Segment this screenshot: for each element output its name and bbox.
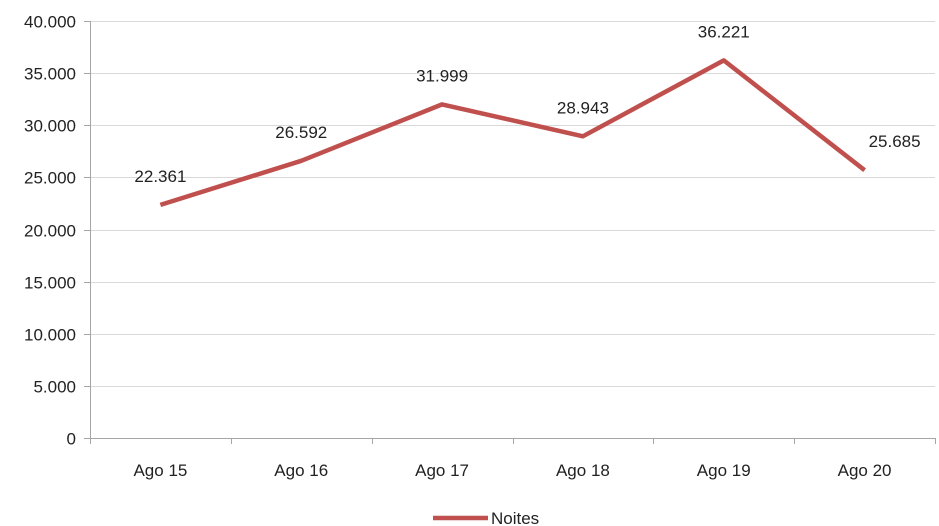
y-tick-label: 10.000 xyxy=(24,326,76,345)
x-tick-label: Ago 20 xyxy=(838,461,892,480)
y-tick-label: 5.000 xyxy=(33,378,76,397)
y-tick-label: 20.000 xyxy=(24,222,76,241)
data-label: 25.685 xyxy=(869,132,921,151)
y-tick-label: 0 xyxy=(67,430,76,449)
gridlines xyxy=(90,21,935,387)
data-label: 28.943 xyxy=(557,98,609,117)
y-axis-tick-labels: 0 5.000 10.000 15.000 20.000 25.000 30.000 35.0… xyxy=(24,13,76,449)
data-label: 22.361 xyxy=(134,167,186,186)
data-label: 31.999 xyxy=(416,66,468,85)
legend: Noites xyxy=(433,509,539,526)
data-label: 26.592 xyxy=(275,123,327,142)
x-tick-label: Ago 18 xyxy=(556,461,610,480)
x-axis-tick-labels: Ago 15 Ago 16 Ago 17 Ago 18 Ago 19 Ago 20 xyxy=(133,461,891,480)
y-tick-label: 25.000 xyxy=(24,169,76,188)
series-lines xyxy=(159,58,866,208)
x-tick-label: Ago 16 xyxy=(274,461,328,480)
y-tick-label: 35.000 xyxy=(24,65,76,84)
y-tick-label: 15.000 xyxy=(24,274,76,293)
data-labels: 22.361 26.592 31.999 28.943 36.221 25.685 xyxy=(134,22,920,185)
axes xyxy=(84,21,936,444)
x-tick-label: Ago 19 xyxy=(697,461,751,480)
data-label: 36.221 xyxy=(698,22,750,41)
series-line-noites xyxy=(159,58,866,208)
y-tick-label: 40.000 xyxy=(24,13,76,32)
legend-label-noites: Noites xyxy=(491,509,539,526)
y-tick-label: 30.000 xyxy=(24,117,76,136)
x-tick-label: Ago 15 xyxy=(133,461,187,480)
x-tick-label: Ago 17 xyxy=(415,461,469,480)
